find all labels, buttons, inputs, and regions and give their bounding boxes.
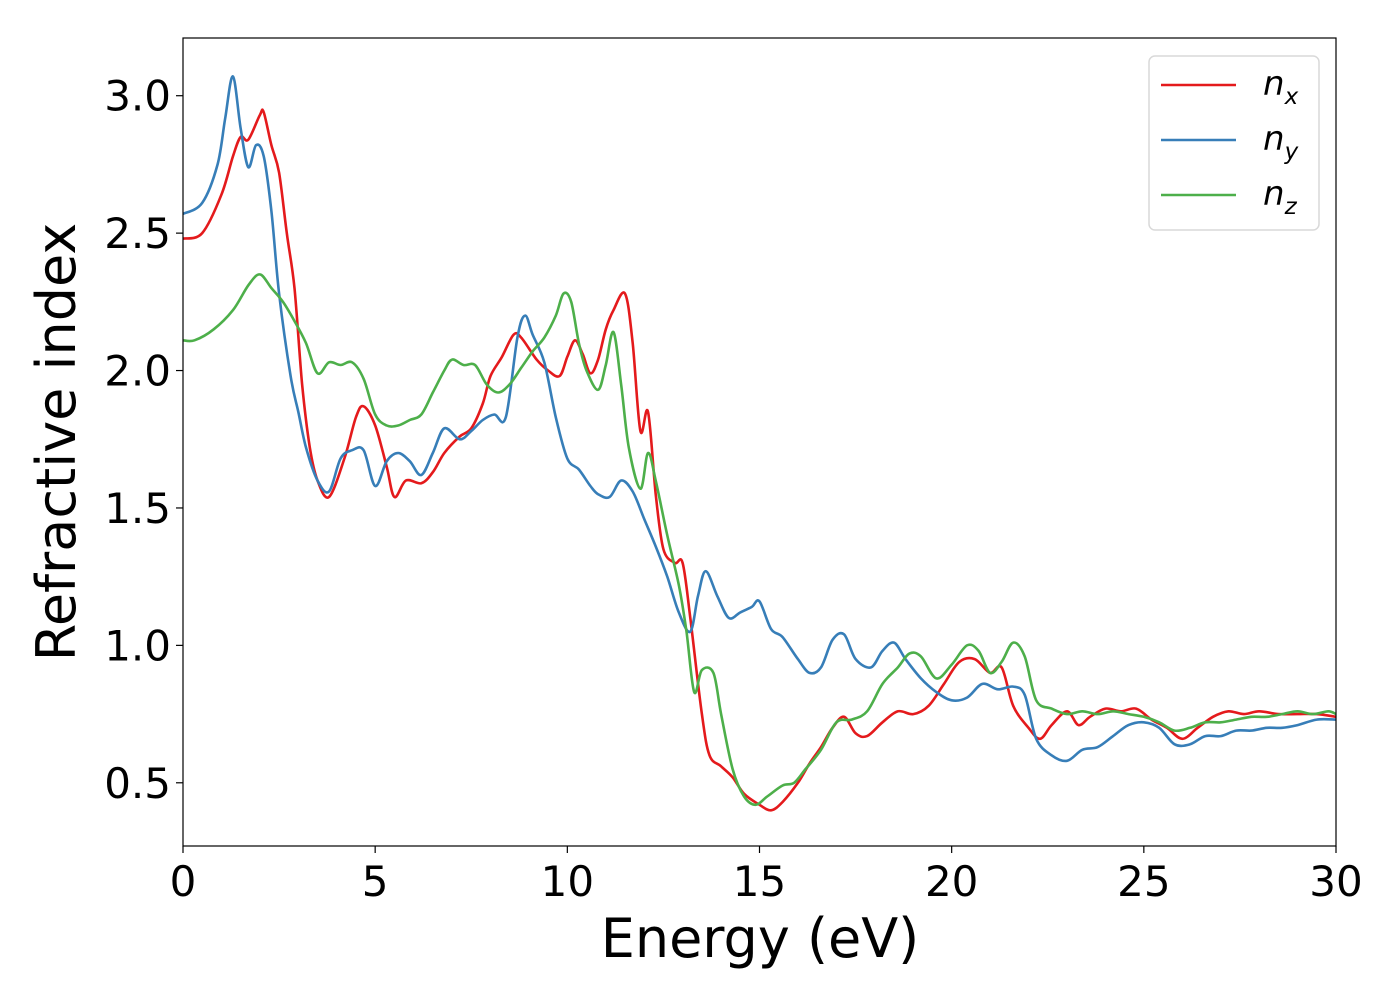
y-axis-label: Refractive index [25,223,88,662]
x-tick-label: 5 [362,857,389,906]
legend: nx ny nz [1148,55,1320,231]
legend-label-z: nz [1263,174,1298,220]
x-axis-label: Energy (eV) [601,907,920,970]
y-axis-ticks: 0.5 1.0 1.5 2.0 2.5 3.0 [104,72,183,808]
y-tick-label: 3.0 [104,72,171,121]
x-tick-label: 0 [170,857,197,906]
series-line-z [183,273,1336,807]
legend-label-y: ny [1263,119,1299,165]
x-tick-label: 30 [1309,857,1362,906]
series-line-y [183,75,1336,763]
series-layer [183,75,1336,812]
legend-entries: nx ny nz [1161,64,1299,220]
x-tick-label: 25 [1117,857,1170,906]
x-tick-label: 20 [925,857,978,906]
legend-box [1148,55,1320,231]
x-tick-label: 10 [541,857,594,906]
x-tick-label: 15 [733,857,786,906]
y-tick-label: 0.5 [104,759,171,808]
x-axis-ticks: 0 5 10 15 20 25 30 [170,846,1363,906]
y-tick-label: 2.5 [104,209,171,258]
y-tick-label: 1.5 [104,484,171,533]
y-tick-label: 1.0 [104,621,171,670]
legend-label-x: nx [1263,64,1299,110]
series-line-x [183,108,1336,812]
y-tick-label: 2.0 [104,347,171,396]
